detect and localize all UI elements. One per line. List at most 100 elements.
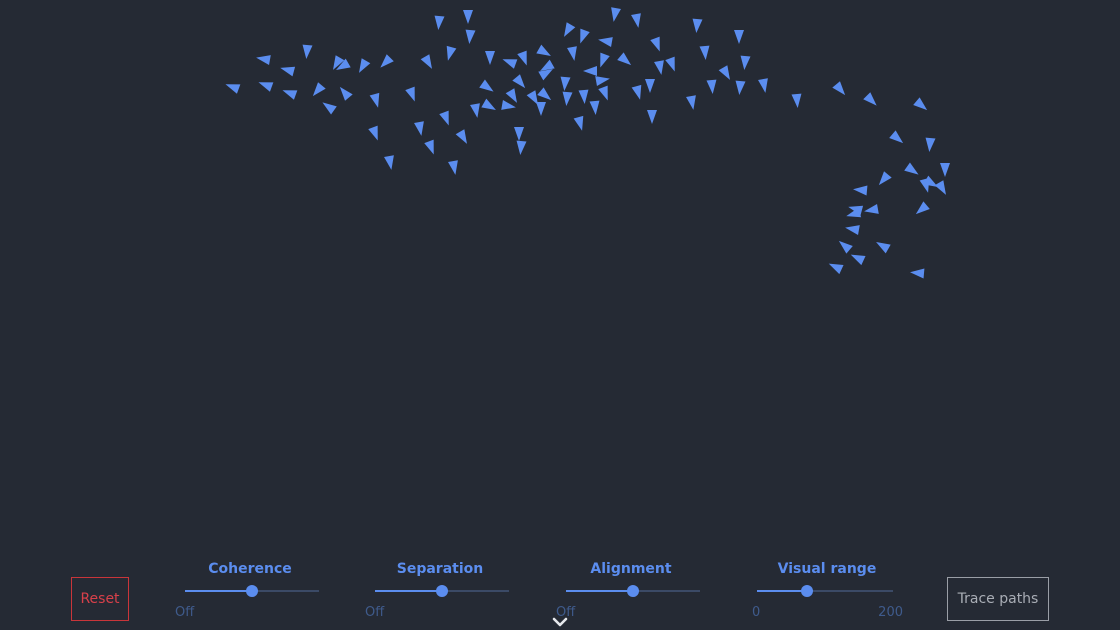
boid [501, 100, 516, 110]
boid [439, 110, 449, 126]
boid [828, 263, 844, 275]
boid [850, 254, 866, 266]
boid [706, 79, 717, 94]
slider-thumb[interactable] [436, 585, 448, 597]
boid [380, 54, 394, 68]
trace-paths-button[interactable]: Trace paths [947, 577, 1049, 621]
boid [414, 121, 424, 136]
boid [537, 87, 552, 101]
boid [919, 177, 930, 193]
slider-track[interactable] [757, 585, 893, 597]
boid [832, 81, 846, 96]
boid [580, 28, 590, 44]
boid [791, 93, 802, 108]
boid [718, 65, 730, 80]
boid [312, 82, 326, 97]
boid [258, 82, 274, 92]
boid [925, 137, 936, 152]
boid [322, 102, 337, 115]
boid [405, 86, 415, 102]
boid [686, 95, 696, 110]
boid [502, 59, 518, 69]
boid [420, 54, 432, 69]
slider-min-label: 0 [752, 605, 761, 620]
boid [600, 52, 610, 68]
slider-thumb[interactable] [627, 585, 639, 597]
boid [573, 115, 584, 131]
boid [631, 84, 642, 100]
slider-track[interactable] [185, 585, 319, 597]
boid [578, 89, 589, 104]
boid [876, 242, 891, 254]
slider-min-label: Off [175, 605, 195, 620]
boid [560, 76, 571, 91]
boid [470, 103, 480, 118]
visual-range-label: Visual range [777, 561, 877, 577]
boid [465, 29, 476, 44]
boid [650, 36, 660, 52]
boid [564, 22, 576, 37]
boid [463, 10, 473, 24]
visual-range-slider[interactable]: Visual range 0 200 [747, 560, 907, 630]
boid [863, 92, 877, 106]
separation-label: Separation [396, 561, 484, 577]
boid [567, 46, 577, 61]
boid [734, 30, 744, 44]
boid [904, 162, 919, 175]
boid [434, 15, 445, 30]
boid [838, 240, 853, 254]
boid [455, 129, 467, 144]
boid [302, 44, 313, 59]
boid [665, 56, 675, 72]
boid [910, 268, 925, 279]
boid [485, 51, 495, 65]
boid [369, 92, 380, 108]
boid [735, 80, 746, 95]
boid [479, 79, 494, 92]
reset-button[interactable]: Reset [71, 577, 129, 621]
boid [514, 127, 524, 141]
slider-thumb[interactable] [246, 585, 258, 597]
alignment-slider[interactable]: Alignment Off [556, 560, 706, 630]
boid [589, 100, 600, 115]
chevron-down-icon[interactable] [552, 616, 568, 628]
boid [889, 130, 904, 144]
boid [699, 45, 710, 60]
separation-slider[interactable]: Separation Off [365, 560, 515, 630]
boid [934, 180, 946, 195]
boid [540, 59, 555, 71]
slider-min-label: Off [365, 605, 385, 620]
boid [256, 55, 271, 65]
boid [913, 97, 928, 111]
boid [384, 155, 394, 170]
boid [598, 37, 613, 47]
boid [631, 13, 641, 28]
boid [280, 66, 296, 77]
slider-thumb[interactable] [801, 585, 814, 597]
boid [538, 69, 553, 81]
coherence-slider[interactable]: Coherence Off [175, 560, 325, 630]
boid [481, 98, 496, 110]
slider-track[interactable] [566, 585, 700, 597]
boid [864, 204, 879, 214]
boid [359, 58, 371, 73]
boid [526, 90, 538, 105]
boid [846, 207, 862, 218]
boid [647, 110, 657, 124]
boid [915, 201, 930, 215]
slider-max-label: 200 [878, 605, 903, 620]
slider-track[interactable] [375, 585, 509, 597]
boid [536, 44, 551, 56]
boid [333, 55, 345, 70]
boid [611, 7, 621, 22]
boid [845, 225, 860, 235]
boid [878, 171, 892, 186]
boid [368, 125, 378, 141]
boid [617, 52, 632, 66]
boid [740, 55, 751, 70]
boid [583, 66, 597, 76]
boid [595, 76, 610, 86]
boid [339, 86, 353, 101]
boid [645, 79, 655, 93]
